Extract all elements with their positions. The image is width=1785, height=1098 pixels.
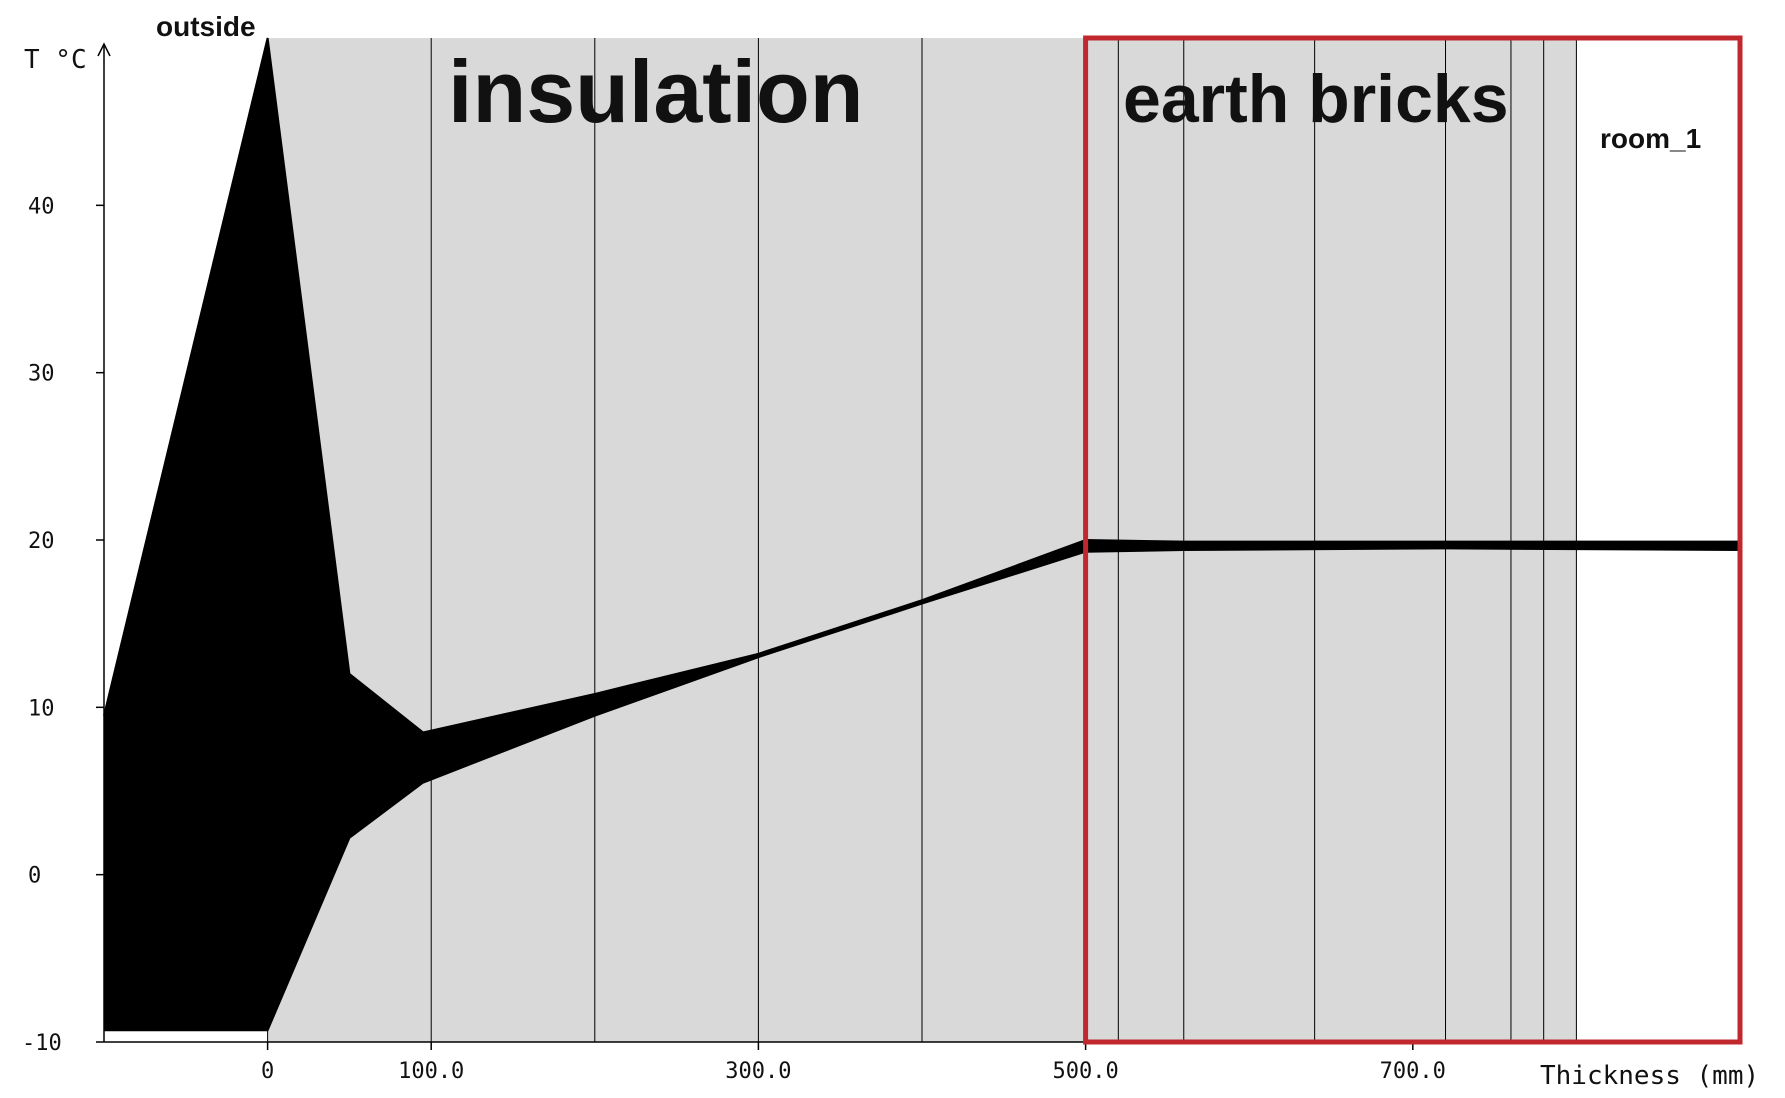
tick-labels: 40 30 20 10 0 -10 0 100.0 300.0 500.0 700.0 (22, 194, 1446, 1084)
x-tick-label: 0 (261, 1059, 274, 1084)
y-tick-label: -10 (22, 1031, 62, 1056)
x-tick-label: 300.0 (725, 1059, 791, 1084)
zone-label-outside: outside (156, 11, 256, 42)
y-tick-label: 40 (28, 194, 55, 219)
wall-layers (267, 38, 1577, 1042)
x-tick-label: 500.0 (1052, 1059, 1118, 1084)
x-axis-title: Thickness (mm) (1540, 1061, 1759, 1091)
y-tick-label: 0 (28, 864, 41, 889)
temperature-upper-bound (103, 37, 1740, 734)
x-tick-label: 100.0 (398, 1059, 464, 1084)
earth-bricks-highlight-box (1083, 35, 1743, 1045)
y-tick-label: 20 (28, 529, 55, 554)
y-axis-title: T °C (24, 45, 87, 75)
temperature-envelope (104, 38, 1740, 1031)
x-tick-label: 700.0 (1380, 1059, 1446, 1084)
zone-label-room: room_1 (1600, 123, 1701, 154)
zone-label-earth-bricks: earth bricks (1123, 61, 1509, 137)
y-axis-arrow (97, 42, 111, 57)
zone-label-insulation: insulation (448, 42, 864, 141)
temperature-curves (103, 37, 1741, 1032)
temperature-lower-bound (104, 547, 1741, 1032)
y-tick-label: 30 (28, 362, 55, 387)
y-tick-label: 10 (28, 696, 55, 721)
